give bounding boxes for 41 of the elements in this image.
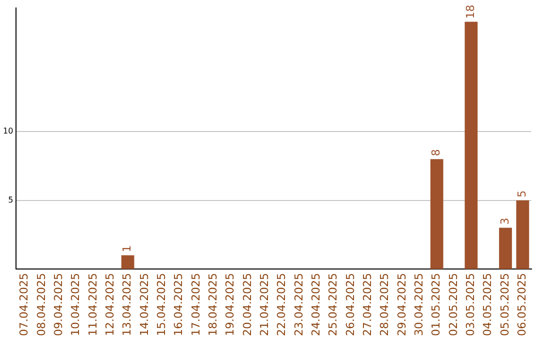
x-tick-label: 22.04.2025 (275, 273, 288, 336)
x-tick-label: 21.04.2025 (258, 273, 271, 336)
x-tick-label: 10.04.2025 (69, 273, 82, 336)
x-tick-label: 27.04.2025 (361, 273, 374, 336)
x-tick-label: 12.04.2025 (103, 273, 116, 336)
x-tick-label: 28.04.2025 (378, 273, 392, 336)
x-tick-label: 30.04.2025 (412, 273, 426, 336)
bar (464, 22, 478, 270)
x-tick-label: 16.04.2025 (172, 273, 186, 336)
x-tick-label: 29.04.2025 (395, 273, 408, 336)
x-tick-label: 03.05.2025 (464, 273, 478, 336)
x-tick-label: 05.05.2025 (498, 273, 512, 336)
x-tick-label: 01.05.2025 (430, 273, 443, 336)
x-tick-label: 13.04.2025 (120, 273, 134, 336)
x-tick-label: 25.04.2025 (326, 273, 340, 336)
x-tick-label: 06.05.2025 (516, 273, 529, 336)
x-tick-label: 08.04.2025 (34, 273, 48, 336)
x-tick-label: 04.05.2025 (481, 273, 494, 336)
x-tick-label: 19.04.2025 (224, 273, 237, 336)
x-tick-label: 14.04.2025 (138, 273, 151, 336)
data-label: 8 (430, 149, 443, 156)
bar (121, 255, 134, 270)
bar (499, 228, 512, 270)
x-tick-label: 09.04.2025 (52, 273, 65, 336)
x-tick-label: 11.04.2025 (86, 273, 100, 336)
data-label: 18 (464, 4, 478, 19)
x-tick-label: 02.05.2025 (446, 273, 460, 336)
bar (516, 200, 530, 270)
x-tick-label: 23.04.2025 (292, 273, 306, 336)
x-tick-label: 15.04.2025 (154, 273, 168, 336)
x-tick-label: 18.04.2025 (206, 273, 220, 336)
x-tick-label: 07.04.2025 (18, 273, 31, 336)
data-label: 5 (516, 190, 529, 198)
x-tick-label: 20.04.2025 (240, 273, 254, 336)
bar (430, 159, 444, 270)
x-tick-label: 24.04.2025 (309, 273, 322, 336)
data-label: 1 (120, 245, 134, 252)
x-tick-label: 17.04.2025 (189, 273, 202, 336)
data-label: 3 (498, 218, 512, 225)
y-tick-label: 10 (2, 126, 14, 136)
x-tick-label: 26.04.2025 (344, 273, 357, 336)
